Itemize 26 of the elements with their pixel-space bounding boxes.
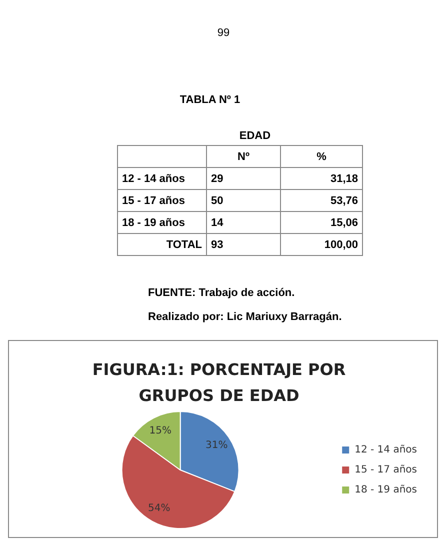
text: % [280,146,362,168]
data-label: 31% [205,440,228,451]
text: 99 [216,27,231,39]
text: TOTAL [118,234,206,256]
text: 100,00 [280,234,362,256]
chart-title: FIGURA:1: PORCENTAJE POR GRUPOS DE EDAD [91,359,347,407]
text: 14 [206,212,280,234]
text: 53,76 [280,190,362,212]
text: 93 [206,234,280,256]
text: TABLA Nº 1 [178,94,242,106]
text: EDAD [238,130,272,142]
legend-label: 12 - 14 años [354,444,418,456]
text: Realizado por: Lic Mariuxy Barragán. [148,311,342,323]
legend-label: 18 - 19 años [354,484,418,496]
text: 29 [206,168,280,190]
text: 18 - 19 años [118,212,206,234]
text: 31,18 [280,168,362,190]
legend-label: 15 - 17 años [354,464,418,476]
text: 12 - 14 años [118,168,206,190]
data-label: 54% [148,503,170,514]
text: Nº [206,146,280,168]
text: 15,06 [280,212,362,234]
source-note: FUENTE: Trabajo de acción. [148,287,295,299]
data-label: 15% [149,426,172,436]
text: 15 - 17 años [118,190,206,212]
text: 50 [206,190,280,212]
